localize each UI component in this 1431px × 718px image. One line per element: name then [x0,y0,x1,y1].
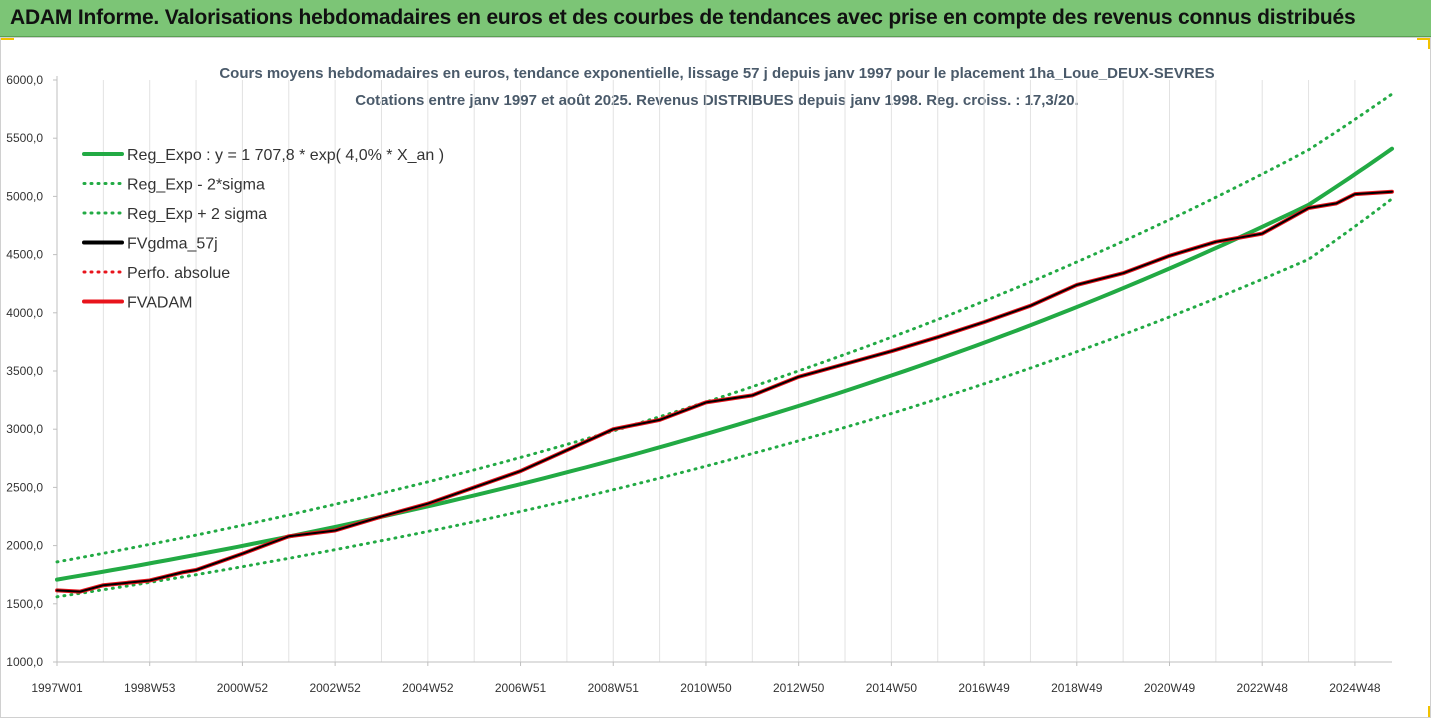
x-tick-label: 2014W50 [866,681,918,695]
x-tick-label: 2002W52 [309,681,361,695]
legend-label: FVgdma_57j [127,236,218,253]
series-line-fvgdma-57j [56,190,1393,593]
series-line-reg-exp-2-sigma [55,92,1394,564]
series-line-reg-exp-2-sigma [55,197,1394,599]
y-tick-label: 1000,0 [6,655,43,669]
x-tick-label: 2004W52 [402,681,454,695]
legend-label: Reg_Exp - 2*sigma [127,177,265,194]
x-tick-label: 2008W51 [588,681,640,695]
y-tick-label: 2000,0 [6,539,43,553]
x-tick-label: 2016W49 [958,681,1010,695]
x-tick-label: 2000W52 [217,681,269,695]
y-tick-label: 3500,0 [6,364,43,378]
x-tick-label: 2020W49 [1144,681,1196,695]
x-axis-ticks: 1997W01 1998W53 2000W52 2002W52 2004W52 2006W… [31,662,1381,695]
legend-label: Reg_Expo : y = 1 707,8 * exp( 4,0% * X_a… [127,147,444,164]
x-tick-label: 1997W01 [31,681,83,695]
report-banner: ADAM Informe. Valorisations hebdomadaire… [0,0,1431,37]
series-lines [55,92,1394,599]
x-tick-label: 2024W48 [1329,681,1381,695]
legend-label: Reg_Exp + 2 sigma [127,206,267,223]
y-tick-label: 1500,0 [6,597,43,611]
legend-label: FVADAM [127,295,192,312]
y-axis-ticks: 1000,0 1500,0 2000,0 2500,0 3000,0 3500,0 4000… [6,73,57,669]
legend-label: Perfo. absolue [127,265,230,282]
y-tick-label: 6000,0 [6,73,43,87]
y-tick-label: 3000,0 [6,422,43,436]
legend: Reg_Expo : y = 1 707,8 * exp( 4,0% * X_a… [82,147,444,312]
x-tick-label: 2006W51 [495,681,547,695]
x-tick-label: 1998W53 [124,681,176,695]
y-tick-label: 4000,0 [6,306,43,320]
corner-mark-left [0,37,14,40]
report-title: ADAM Informe. Valorisations hebdomadaire… [10,6,1356,29]
corner-mark-right [1417,37,1431,40]
x-tick-label: 2022W48 [1237,681,1289,695]
y-tick-label: 2500,0 [6,480,43,494]
corner-mark-bottom-right [1428,706,1431,718]
y-tick-label: 5000,0 [6,189,43,203]
corner-mark-right-vertical [1428,37,1431,49]
y-tick-label: 4500,0 [6,248,43,262]
x-tick-label: 2018W49 [1051,681,1103,695]
series-line-fvadam [55,189,1394,594]
chart-title: Cours moyens hebdomadaires en euros, ten… [219,65,1214,82]
x-tick-label: 2012W50 [773,681,825,695]
vertical-gridlines [56,80,1356,662]
x-tick-label: 2010W50 [680,681,732,695]
chart-subtitle: Cotations entre janv 1997 et août 2025. … [355,92,1079,109]
y-tick-label: 5500,0 [6,131,43,145]
